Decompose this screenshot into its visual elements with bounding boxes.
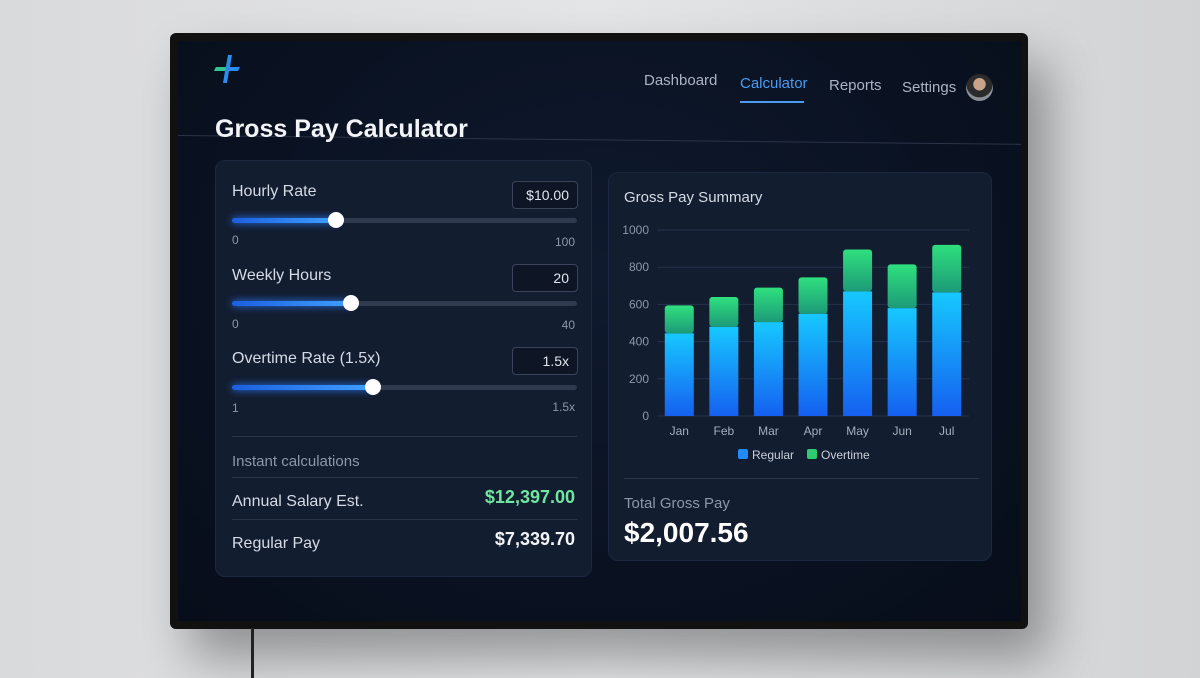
bar-overtime-jul [932,244,962,293]
app-screen: Dashboard Calculator Reports Settings Gr… [178,41,1021,621]
divider [232,436,577,437]
divider [232,477,577,478]
legend-regular-label: Regular [752,448,794,462]
calculations-heading: Instant calculations [232,453,360,470]
hourly-rate-input[interactable]: $10.00 [512,181,578,209]
y-tick-label: 800 [629,260,649,274]
x-tick-label: Mar [758,424,779,438]
regular-pay-value: $7,339.70 [494,529,575,549]
hourly-rate-label: Hourly Rate [232,183,317,200]
bar-regular-may [843,291,873,416]
slider-handle[interactable] [327,212,344,228]
legend-overtime-swatch [807,449,817,459]
weekly-hours-label: Weekly Hours [232,267,332,284]
bar-overtime-may [843,249,873,292]
overtime-rate-slider[interactable] [232,379,577,395]
x-tick-label: Jun [892,424,911,438]
y-tick-label: 400 [629,335,649,349]
y-tick-label: 600 [629,297,649,311]
slider-min: 0 [232,317,239,331]
slider-handle[interactable] [343,295,360,311]
page-title: Gross Pay Calculator [215,115,468,143]
x-tick-label: Jul [939,424,954,438]
slider-max: 100 [554,235,575,249]
bar-regular-mar [753,322,783,416]
bar-overtime-jan [664,305,694,334]
y-tick-label: 1000 [622,223,649,237]
x-tick-label: Feb [714,424,735,438]
x-tick-label: Jan [670,424,689,438]
weekly-hours-slider[interactable] [232,295,577,311]
bar-overtime-jun [887,264,917,309]
logo-icon [214,55,240,83]
y-tick-label: 200 [629,372,649,386]
total-gross-label: Total Gross Pay [624,495,730,512]
bar-overtime-feb [709,296,739,327]
regular-pay-label: Regular Pay [232,535,321,552]
bar-regular-feb [709,326,739,416]
x-tick-label: May [846,424,869,438]
divider [624,478,979,479]
nav-calculator[interactable]: Calculator [740,75,808,92]
legend-overtime-label: Overtime [821,448,870,462]
active-tab-indicator [740,101,804,103]
legend-regular-swatch [738,449,748,459]
slider-max: 40 [561,318,575,332]
bar-overtime-apr [798,277,828,314]
bar-regular-jun [887,308,917,416]
nav-dashboard[interactable]: Dashboard [644,72,718,89]
summary-panel: Gross Pay Summary 0 200 400 600 800 1000 Jan Fe… [608,172,992,561]
overtime-rate-label: Overtime Rate (1.5x) [232,350,381,367]
total-gross-value: $2,007.56 [624,517,749,548]
x-tick-label: Apr [804,424,823,438]
nav-settings[interactable]: Settings [902,79,957,96]
gross-pay-chart: 0 200 400 600 800 1000 Jan Feb Mar Apr May Jun Jul Re… [622,223,969,462]
slider-max: 1.5x [552,400,575,414]
hourly-rate-slider[interactable] [232,212,577,228]
nav-reports[interactable]: Reports [829,77,882,94]
bar-regular-jul [932,292,962,416]
divider [232,519,577,520]
overtime-rate-input[interactable]: 1.5x [512,347,578,375]
calculator-panel: Hourly Rate $10.00 0 100 Weekly Hours 20… [215,160,592,577]
annual-salary-value: $12,397.00 [484,487,575,507]
avatar[interactable] [966,74,993,101]
slider-handle[interactable] [365,379,382,395]
slider-min: 0 [232,233,239,247]
bar-overtime-mar [753,287,783,323]
annual-salary-label: Annual Salary Est. [232,493,364,510]
tv-cable [251,628,254,678]
bar-regular-jan [664,333,694,416]
y-tick-label: 0 [642,409,649,423]
weekly-hours-input[interactable]: 20 [512,264,578,292]
summary-title: Gross Pay Summary [624,189,763,206]
slider-min: 1 [232,401,239,415]
bar-regular-apr [798,313,828,416]
